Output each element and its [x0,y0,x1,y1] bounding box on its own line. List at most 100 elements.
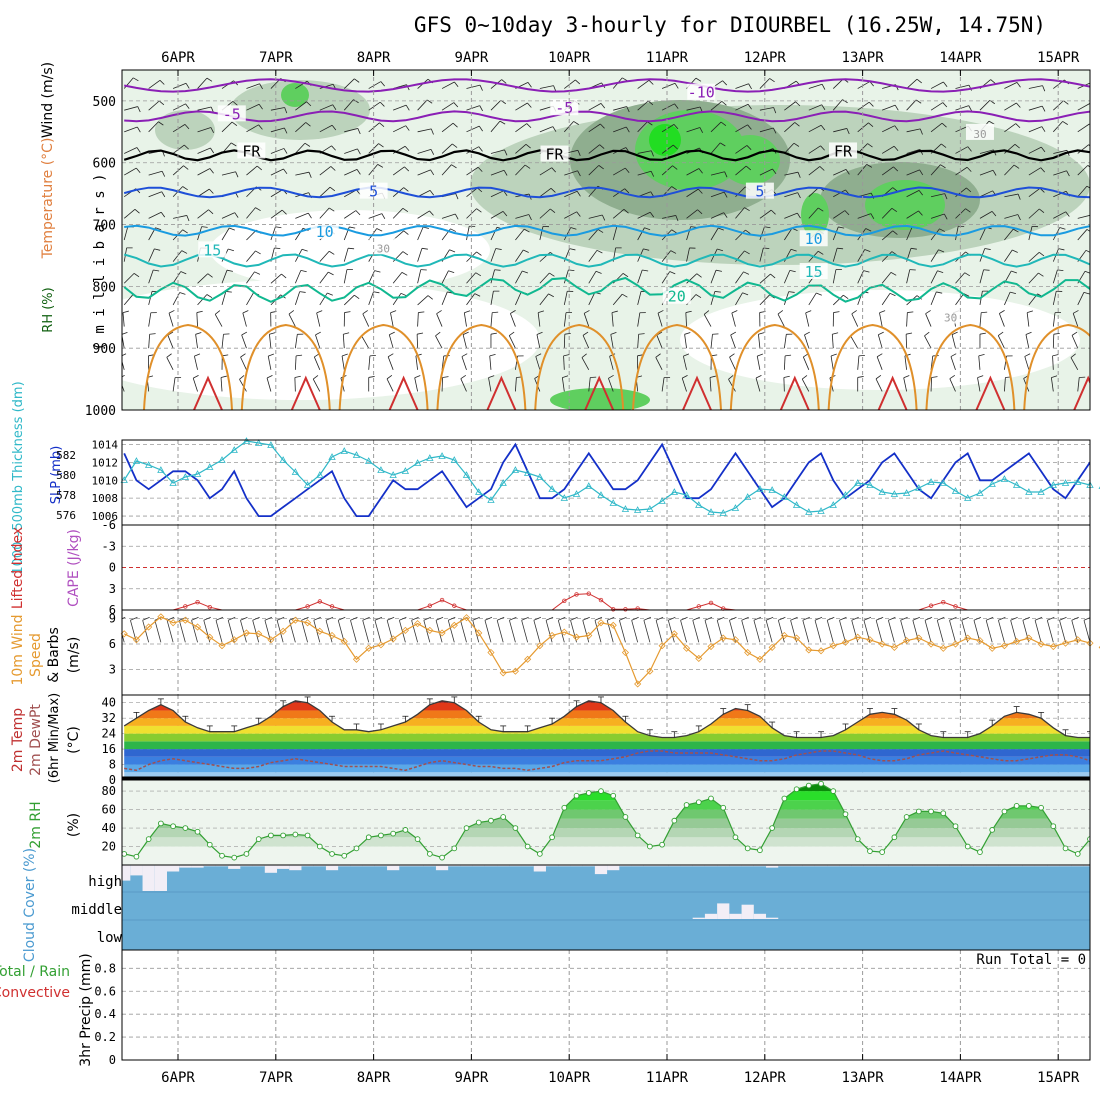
isotherm-m5 [124,110,1090,123]
axis-tick-labels: 5006007008009001000100610081010101210145… [56,50,1080,1086]
thickness-point [230,446,238,453]
cloud-middle-bar [753,913,767,919]
upper-wind-barb [166,353,174,370]
cape-ylabel-li: Lifted Index [10,527,26,609]
rh2m-point [940,810,947,817]
thickness-point [242,437,251,444]
thickness-point [915,484,923,491]
wind10m-barb-flag [130,616,138,621]
upper-wind-barb [515,143,531,154]
cloud-high-bar [766,865,779,868]
thickness-point [792,501,801,508]
wind10m-barb-flag [717,616,725,621]
upper-wind-barb [362,310,370,327]
upper-wind-barb [270,273,287,284]
upper-wind-barb [124,147,141,154]
upper-wind-barb [148,191,166,198]
wind10m-barb-flag [680,616,688,621]
upper-wind-barb [662,215,679,222]
upper-wind-barb [466,272,482,284]
upper-wind-barb [294,354,303,370]
wind-speed-point [805,646,813,654]
rh2m-point [194,828,201,835]
temp-band [124,718,1090,726]
isotherm-m10 [124,78,1090,93]
contour-label: 10 [805,230,823,248]
upper-wind-barb [417,311,425,327]
wind-speed-point [401,626,409,634]
upper-wind-barb [783,333,793,349]
rh2m-point [854,836,861,842]
wind-speed-point [328,631,336,640]
thickness-point [670,488,679,495]
rh2m-band [124,818,1090,829]
cape-ylabel-cape: CAPE (J/kg) [66,529,82,607]
rh2m-point [304,832,311,839]
upper-ylabel-mb: ( m i l l i b a r s ) [92,173,108,350]
wind10m-barb [1046,620,1054,643]
date-label-top: 7APR [259,50,293,66]
thickness-point [157,466,165,473]
upper-wind-barb [876,353,883,370]
upper-wind-barb [343,311,351,327]
upper-wind-barb [414,375,421,392]
upper-wind-barb [686,209,703,219]
cloud-high-bar [240,865,253,867]
wind10m-barb [215,620,223,643]
contour-label-bg [237,142,266,159]
rh2m-point [170,823,176,830]
upper-wind-barb [759,127,777,134]
wind10m-barb-flag [1034,616,1043,621]
wind-speed-point [499,669,507,677]
cloud-high-bar [912,865,925,867]
cloud-high-bar [289,865,302,871]
thickness-point [878,488,886,495]
thickness-point [719,509,727,516]
wind10m-barb-flag [619,616,627,621]
wind10m-barb [521,620,529,643]
upper-wind-barb [657,310,664,327]
thickness-point [1012,481,1021,488]
upper-wind-barb [735,145,752,154]
wind10m-barb-flag [998,616,1006,621]
thickness-point [805,508,813,515]
upper-wind-barb [735,124,752,133]
isotherm-low-hot [682,375,712,410]
cloud-high-bar [741,865,754,867]
wind10m-barb [1071,620,1079,643]
upper-wind-barb [735,103,752,111]
upper-wind-barb [710,171,728,178]
wind10m-barb-flag [240,616,248,621]
wind10m-barb [753,620,761,643]
wind-speed-point [145,623,153,631]
upper-ylabel-rh: RH (%) [41,287,56,332]
contour-label: FR [242,142,261,160]
upper-wind-barb [294,269,307,284]
upper-wind-barb [905,332,913,349]
upper-wind-barb [269,332,276,349]
cloud-high-bar [643,865,656,867]
upper-wind-barb [319,250,335,262]
rh2m-point [475,819,482,826]
upper-wind-barb [710,121,727,133]
upper-wind-barb [735,165,752,176]
upper-wind-barb [903,375,910,392]
wind10m-barb-flag [827,616,835,621]
slp-ylabel-slp: SLP (mb) [49,446,64,505]
contour-label-bg [310,222,339,239]
wind-speed-point [242,629,251,637]
thickness-point [316,471,324,478]
wind-speed-point [1074,636,1082,644]
thickness-point [413,459,422,466]
upper-wind-barb [881,272,897,284]
contour-label-bg [829,142,858,159]
li-point [452,603,457,608]
pressure-tick-label: 900 [93,342,116,357]
upper-wind-barb [490,269,501,284]
isotherm-low-hot [290,375,321,410]
upper-wind-barb [1071,331,1079,349]
rh2m-point [818,780,824,787]
upper-wind-barb [906,190,923,198]
rh2m-point [1001,808,1008,815]
thickness-point [377,466,385,473]
